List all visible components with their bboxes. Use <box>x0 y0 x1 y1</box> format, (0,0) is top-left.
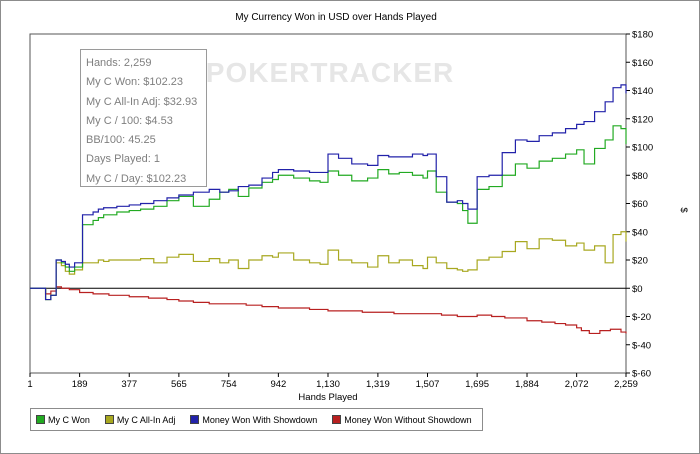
x-tick-label: 2,072 <box>565 379 589 390</box>
y-axis-label: $ <box>678 207 689 213</box>
legend-swatch <box>36 415 45 424</box>
stat-per-100: My C / 100: $4.53 <box>86 114 173 127</box>
chart-title: My Currency Won in USD over Hands Played <box>235 12 437 23</box>
x-tick-label: 1,319 <box>366 379 390 390</box>
stat-per-day: My C / Day: $102.23 <box>86 172 187 185</box>
x-axis-label: Hands Played <box>298 392 357 403</box>
legend-label: My C All-In Adj <box>116 414 176 425</box>
legend-swatch <box>332 415 342 424</box>
y-tick-label: $0 <box>632 284 643 295</box>
legend-swatch <box>190 415 200 424</box>
legend-item-without-showdown[interactable]: Money Won Without Showdown <box>332 414 472 425</box>
y-tick-label: $80 <box>632 171 648 182</box>
y-tick-label: $180 <box>632 30 653 41</box>
stat-won: My C Won: $102.23 <box>86 76 184 89</box>
y-tick-label: $-60 <box>632 369 651 380</box>
series-line-money-won-with-showdown <box>30 84 627 301</box>
y-tick-label: $120 <box>632 114 653 125</box>
stats-tooltip: Hands: 2,259 My C Won: $102.23 My C All-… <box>80 49 207 187</box>
stat-bb-100: BB/100: 45.25 <box>86 134 156 147</box>
x-tick-label: 942 <box>270 379 286 390</box>
x-tick-label: 1,507 <box>416 379 440 390</box>
legend-item-all-in-adj[interactable]: My C All-In Adj <box>104 414 176 425</box>
stat-hands: Hands: 2,259 <box>86 57 152 69</box>
legend-label: My C Won <box>48 414 90 425</box>
x-tick-label: 565 <box>171 379 187 390</box>
x-tick-label: 754 <box>221 379 237 390</box>
series-line-money-won-without-showdown <box>30 286 627 335</box>
y-tick-label: $60 <box>632 199 648 210</box>
x-tick-label: 1 <box>27 379 32 390</box>
series-line-my-c-won <box>30 125 627 301</box>
x-tick-label: 1,884 <box>515 379 539 390</box>
x-tick-label: 189 <box>72 379 88 390</box>
x-axis: 1 189 377 565 754 942 1,130 1,319 1,507 1,695 1,88… <box>27 373 638 390</box>
legend: My C Won My C All-In Adj Money Won With … <box>30 408 483 431</box>
x-tick-label: 1,695 <box>465 379 489 390</box>
y-tick-label: $20 <box>632 256 648 267</box>
stat-days: Days Played: 1 <box>86 153 160 166</box>
y-tick-label: $-40 <box>632 340 651 351</box>
y-tick-label: $160 <box>632 58 653 69</box>
legend-item-with-showdown[interactable]: Money Won With Showdown <box>190 415 317 425</box>
legend-label: Money Won With Showdown <box>202 414 318 425</box>
series-lines <box>30 84 627 335</box>
legend-item-my-c-won[interactable]: My C Won <box>36 415 90 425</box>
y-tick-label: $40 <box>632 227 648 238</box>
legend-swatch <box>104 415 114 424</box>
y-tick-label: $100 <box>632 143 653 154</box>
y-axis: $180 $160 $140 $120 $100 $80 $60 $40 $20 $0 $-20 $-… <box>626 30 653 380</box>
y-tick-label: $140 <box>632 86 653 97</box>
x-tick-label: 1,130 <box>316 379 340 390</box>
x-tick-label: 377 <box>121 379 137 390</box>
y-tick-label: $-20 <box>632 312 651 323</box>
watermark-logo: POKERTRACKER <box>206 57 454 88</box>
x-tick-label: 2,259 <box>614 379 638 390</box>
series-line-my-c-all-in-adj <box>30 231 627 301</box>
stat-all-in-adj: My C All-In Adj: $32.93 <box>86 95 198 108</box>
legend-label: Money Won Without Showdown <box>344 414 472 425</box>
